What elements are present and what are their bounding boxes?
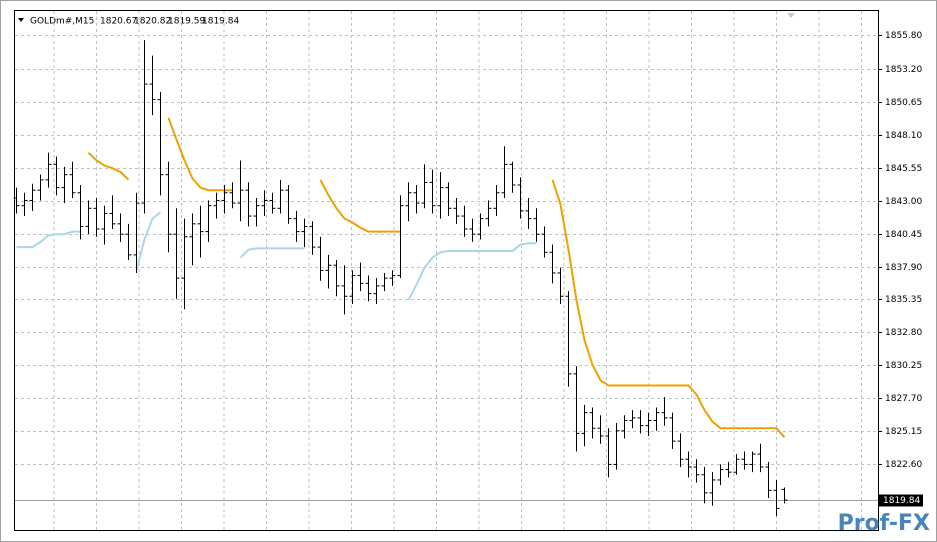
shift-marker bbox=[787, 13, 795, 18]
symbol: GOLDm#,M15 bbox=[30, 17, 94, 27]
y-tick-label: 1837.90 bbox=[885, 263, 922, 273]
ohlc-low: 1819.59 bbox=[168, 17, 205, 27]
ohlc-high: 1820.82 bbox=[134, 17, 171, 27]
indicator-line bbox=[87, 117, 786, 438]
y-tick-label: 1850.65 bbox=[885, 98, 922, 108]
y-tick-label: 1853.20 bbox=[885, 65, 922, 75]
y-tick-label: 1843.00 bbox=[885, 197, 922, 207]
plot-area bbox=[14, 10, 879, 531]
y-tick-label: 1848.10 bbox=[885, 131, 922, 141]
y-tick-label: 1840.45 bbox=[885, 230, 922, 240]
indicator-line bbox=[16, 211, 537, 301]
y-tick-label: 1825.15 bbox=[885, 427, 922, 437]
last-price-box bbox=[879, 494, 923, 507]
y-tick-label: 1822.60 bbox=[885, 460, 922, 470]
y-tick-label: 1832.80 bbox=[885, 328, 922, 338]
y-tick-label: 1835.35 bbox=[885, 295, 922, 305]
y-tick-label: 1855.80 bbox=[885, 31, 922, 41]
ohlc-close: 1819.84 bbox=[202, 17, 239, 27]
y-tick-label: 1845.55 bbox=[885, 164, 922, 174]
watermark: Prof-FX bbox=[838, 511, 930, 536]
last-price-label: 1819.84 bbox=[883, 496, 920, 506]
y-tick-label: 1830.25 bbox=[885, 361, 922, 371]
y-tick-label: 1827.70 bbox=[885, 394, 922, 404]
ohlc-open: 1820.67 bbox=[100, 17, 137, 27]
menu-arrow bbox=[18, 18, 24, 22]
